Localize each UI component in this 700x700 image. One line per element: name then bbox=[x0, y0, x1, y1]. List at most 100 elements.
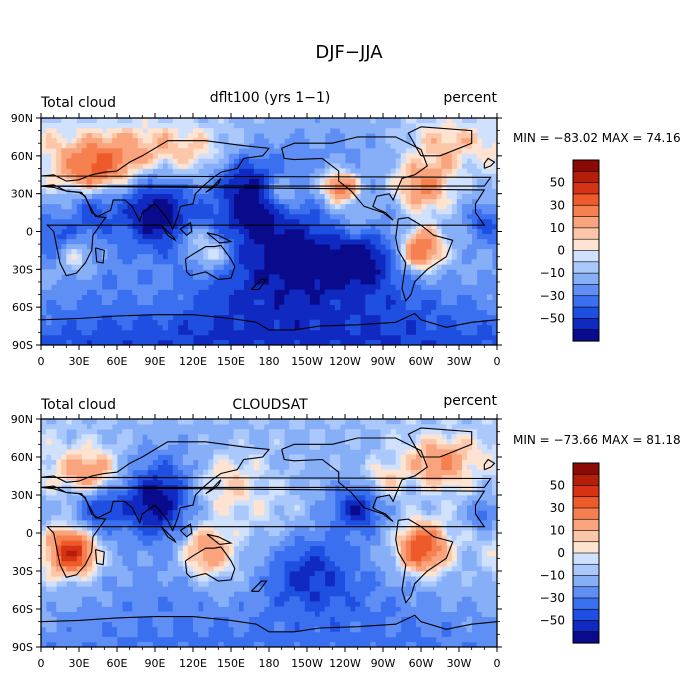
y-tick-label: 0 bbox=[26, 226, 33, 239]
colorbar-swatch bbox=[572, 518, 600, 532]
colorbar-swatch bbox=[572, 631, 600, 644]
colorbar-label: −30 bbox=[540, 591, 565, 605]
colorbar-label: −30 bbox=[540, 289, 565, 303]
coastline-4 bbox=[281, 136, 428, 221]
x-tick-label: 60W bbox=[409, 355, 434, 368]
stats-text: MIN = −73.66 MAX = 81.18 bbox=[513, 433, 681, 447]
y-tick-label: 30N bbox=[11, 489, 33, 502]
colorbar-label: 0 bbox=[557, 244, 565, 258]
x-tick-label: 30E bbox=[69, 657, 90, 670]
colorbar-swatch bbox=[572, 541, 600, 554]
field-bin-7 bbox=[41, 118, 498, 275]
coastline-5 bbox=[407, 126, 473, 157]
colorbar-swatch bbox=[572, 575, 600, 588]
coastline-1 bbox=[40, 184, 486, 277]
colorbar: 50 30 10 0 −10 −30 −50 bbox=[540, 159, 600, 342]
colorbar-swatch bbox=[572, 608, 600, 622]
colorbar-swatch bbox=[572, 462, 600, 475]
heatmap-field bbox=[41, 118, 498, 346]
colorbar-swatch bbox=[572, 261, 600, 274]
field-bin-1 bbox=[122, 474, 366, 602]
coastline-1 bbox=[40, 485, 486, 578]
x-tick-label: 0 bbox=[494, 657, 501, 670]
y-tick-label: 0 bbox=[26, 527, 33, 540]
field-bin-12 bbox=[91, 153, 113, 174]
x-tick-label: 120W bbox=[329, 355, 361, 368]
colorbar-label: 10 bbox=[550, 524, 565, 538]
field-bin-8 bbox=[41, 434, 498, 582]
colorbar-swatch bbox=[572, 295, 600, 308]
x-tick-label: 150W bbox=[291, 355, 323, 368]
x-tick-label: 60W bbox=[409, 657, 434, 670]
x-tick-label: 60E bbox=[107, 355, 128, 368]
panel-label-left: Total cloud bbox=[40, 95, 116, 111]
colorbar-swatch bbox=[572, 238, 600, 252]
colorbar-swatch bbox=[572, 306, 600, 319]
x-tick-label: 150E bbox=[217, 355, 245, 368]
x-tick-label: 180 bbox=[259, 657, 280, 670]
coastline-7 bbox=[205, 479, 222, 495]
colorbar-swatch bbox=[572, 563, 600, 577]
x-tick-label: 0 bbox=[494, 355, 501, 368]
x-tick-label: 120W bbox=[329, 657, 361, 670]
y-tick-label: 60S bbox=[12, 301, 33, 314]
colorbar-label: 10 bbox=[550, 221, 565, 235]
y-tick-label: 30S bbox=[12, 263, 33, 276]
coastline-9 bbox=[179, 221, 193, 237]
panel-model: Total cloud dflt100 (yrs 1−1) percent MI… bbox=[11, 90, 681, 368]
colorbar-swatch bbox=[572, 496, 600, 509]
map-axes: 0 30E 60E 90E 120E 150E 180 150W 120W 90W 60W 30W 09… bbox=[11, 413, 502, 670]
x-tick-label: 90W bbox=[371, 657, 396, 670]
field-bin-5 bbox=[41, 118, 498, 300]
colorbar-label: −50 bbox=[540, 614, 565, 628]
coastline-10 bbox=[206, 232, 233, 244]
panel-cloudsat: Total cloud CLOUDSAT percent MIN = −73.6… bbox=[11, 393, 681, 670]
field-bin-13 bbox=[61, 545, 82, 562]
colorbar-swatch bbox=[572, 216, 600, 229]
coastline-8 bbox=[160, 224, 177, 242]
y-tick-label: 90S bbox=[12, 641, 33, 654]
panel-label-right: percent bbox=[443, 393, 497, 409]
panel-title: dflt100 (yrs 1−1) bbox=[210, 90, 331, 106]
colorbar-swatch bbox=[572, 250, 600, 263]
x-tick-label: 60E bbox=[107, 657, 128, 670]
coastline-3 bbox=[395, 518, 454, 604]
coastline-8 bbox=[160, 526, 177, 544]
colorbar-swatch bbox=[572, 586, 600, 599]
x-tick-label: 30W bbox=[447, 355, 472, 368]
y-tick-label: 90S bbox=[12, 339, 33, 352]
colorbar-swatch bbox=[572, 193, 600, 206]
x-tick-label: 30E bbox=[69, 355, 90, 368]
coastline-13 bbox=[40, 614, 498, 633]
coastline-11 bbox=[94, 548, 105, 566]
coastline-9 bbox=[179, 523, 193, 538]
field-bin-3 bbox=[41, 153, 498, 346]
colorbar-swatch bbox=[572, 485, 600, 498]
field-bin-2 bbox=[41, 158, 498, 346]
colorbar-swatch bbox=[572, 507, 600, 520]
x-tick-label: 30W bbox=[447, 657, 472, 670]
coastline-12 bbox=[250, 278, 268, 291]
y-tick-label: 60N bbox=[11, 451, 33, 464]
coastline-2 bbox=[184, 244, 236, 280]
y-tick-label: 90N bbox=[11, 413, 33, 426]
coastline-7 bbox=[205, 178, 222, 193]
colorbar-swatch bbox=[572, 227, 600, 240]
coastline-11 bbox=[94, 247, 105, 264]
field-bin-14 bbox=[66, 550, 77, 557]
colorbar-swatch bbox=[572, 329, 600, 342]
colorbar-label: 0 bbox=[557, 546, 565, 560]
colorbar-swatch bbox=[572, 552, 600, 565]
y-tick-label: 30N bbox=[11, 188, 33, 201]
y-tick-label: 60N bbox=[11, 150, 33, 163]
y-tick-label: 30S bbox=[12, 565, 33, 578]
colorbar-swatch bbox=[572, 530, 600, 543]
field-bin-10 bbox=[46, 444, 462, 572]
x-tick-label: 150W bbox=[291, 657, 323, 670]
stats-text: MIN = −83.02 MAX = 74.16 bbox=[513, 131, 681, 145]
coastline-10 bbox=[206, 533, 233, 545]
colorbar-label: 30 bbox=[550, 501, 565, 515]
colorbar-label: −10 bbox=[540, 266, 565, 280]
x-tick-label: 120E bbox=[179, 355, 207, 368]
map-axes: 0 30E 60E 90E 120E 150E 180 150W 120W 90W 60W 30W 09… bbox=[11, 112, 502, 368]
